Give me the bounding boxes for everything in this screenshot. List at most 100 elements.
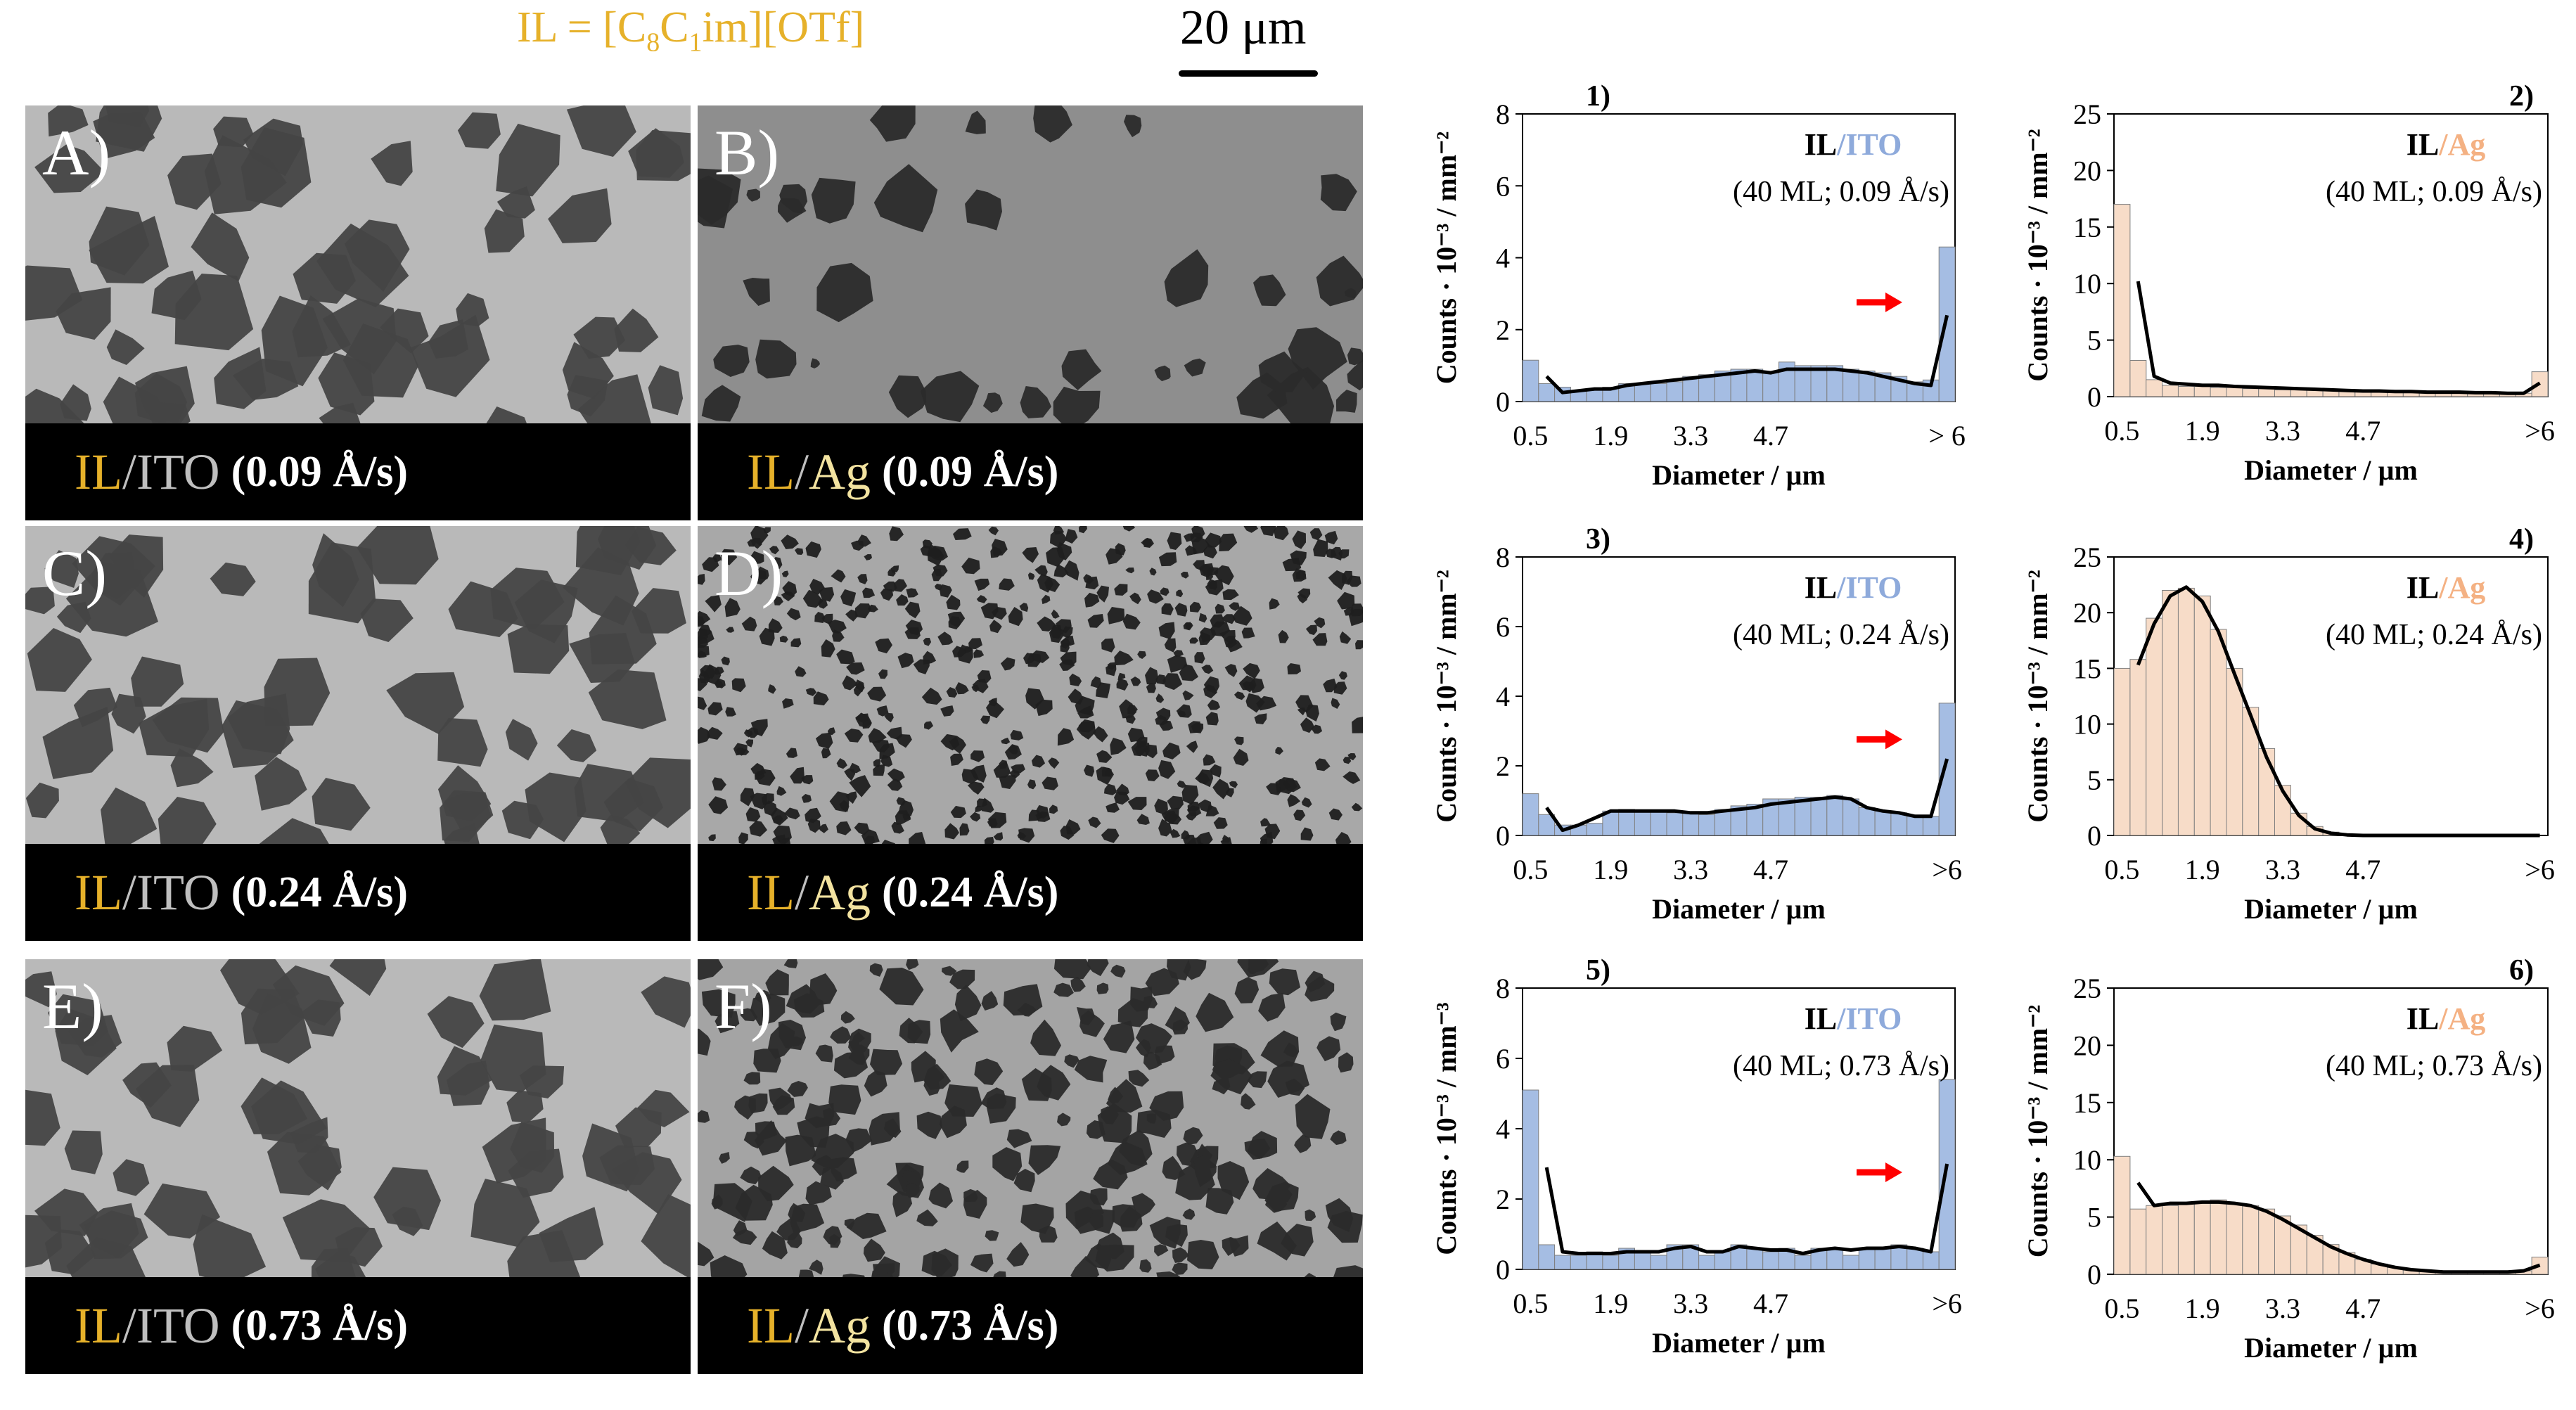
micrograph-panel-c: C) IL / ITO (0.24 Å/s) xyxy=(25,526,691,941)
dewetted-droplet xyxy=(762,1231,788,1260)
dewetted-droplet xyxy=(1305,1209,1316,1222)
dewetted-droplet xyxy=(832,629,845,642)
x-axis-label: Diameter / µm xyxy=(2244,893,2418,925)
dewetted-droplet xyxy=(1280,1224,1314,1257)
dewetted-droplet xyxy=(839,800,850,812)
histogram-bar xyxy=(1634,383,1651,402)
y-tick-label: 15 xyxy=(2073,653,2101,684)
dewetted-droplet xyxy=(1234,691,1245,700)
y-tick-label: 8 xyxy=(1496,973,1510,1004)
dewetted-droplet xyxy=(967,781,985,795)
dewetted-droplet xyxy=(805,541,821,558)
dewetted-droplet xyxy=(1139,1259,1152,1273)
dewetted-droplet xyxy=(993,762,1011,778)
legend-slash: / xyxy=(1836,570,1846,605)
dewetted-droplet xyxy=(1087,614,1104,628)
dewetted-droplet xyxy=(870,1049,903,1075)
dewetted-droplet xyxy=(802,589,824,608)
dewetted-droplet xyxy=(1201,665,1214,674)
dewetted-droplet xyxy=(1258,993,1286,1022)
dewetted-droplet xyxy=(158,797,217,859)
dewetted-droplet xyxy=(845,609,859,622)
dewetted-droplet xyxy=(844,729,864,743)
dewetted-droplet xyxy=(1110,964,1126,978)
dewetted-droplet xyxy=(1287,663,1301,674)
y-tick-label: 5 xyxy=(2087,1202,2101,1233)
histogram-6: 0 5 10 15 20 25 0.5 1.9 3.3 4.7 >6 Diameter / µm Cou… xyxy=(2022,954,2555,1364)
legend-title: IL/Ag xyxy=(2407,570,2486,605)
legend-il: IL xyxy=(2407,570,2439,605)
legend-il: IL xyxy=(2407,127,2439,162)
x-tick-label: 1.9 xyxy=(1593,854,1628,885)
dewetted-droplet xyxy=(948,616,961,630)
dewetted-droplet xyxy=(1198,613,1207,623)
dewetted-droplet xyxy=(1031,755,1046,768)
dewetted-droplet xyxy=(755,1120,787,1156)
dewetted-droplet xyxy=(698,628,715,646)
dewetted-droplet xyxy=(809,973,838,1006)
dewetted-droplet xyxy=(1323,678,1338,693)
dewetted-droplet xyxy=(440,790,492,842)
dewetted-droplet xyxy=(1046,547,1065,568)
legend-substrate: ITO xyxy=(1845,127,1902,162)
dewetted-droplet xyxy=(1154,365,1171,382)
dewetted-droplet xyxy=(1030,650,1050,663)
dewetted-droplet xyxy=(797,1116,830,1148)
dewetted-droplet xyxy=(312,778,371,831)
dewetted-droplet xyxy=(1145,769,1160,781)
dewetted-droplet xyxy=(167,153,222,210)
dewetted-droplet xyxy=(1256,696,1277,711)
dewetted-droplet xyxy=(801,794,812,803)
dewetted-droplet xyxy=(506,1090,544,1123)
dewetted-droplet xyxy=(698,610,711,626)
dewetted-droplet xyxy=(830,1026,852,1044)
dewetted-droplet xyxy=(1128,1070,1150,1087)
dewetted-droplet xyxy=(1305,624,1317,636)
caption-substrate: ITO xyxy=(136,864,220,921)
legend-substrate: Ag xyxy=(2447,570,2485,605)
dewetted-droplet xyxy=(955,682,969,695)
dewetted-droplet xyxy=(1129,592,1141,605)
dewetted-droplet xyxy=(1314,758,1331,771)
x-tick-label: 0.5 xyxy=(2104,854,2139,885)
histogram-bar xyxy=(2177,1203,2195,1275)
dewetted-droplet xyxy=(1247,1131,1278,1159)
dewetted-droplet xyxy=(743,729,753,738)
x-tick-label: 3.3 xyxy=(2265,854,2300,885)
legend-il: IL xyxy=(1805,570,1837,605)
dewetted-droplet xyxy=(1069,673,1082,686)
histogram-bar xyxy=(2210,1199,2227,1275)
dewetted-droplet xyxy=(781,534,799,549)
dewetted-droplet xyxy=(1260,818,1271,827)
histogram-bar xyxy=(1874,810,1892,836)
dewetted-droplet xyxy=(863,1238,885,1262)
dewetted-droplet xyxy=(786,748,797,758)
dewetted-droplet xyxy=(1219,533,1238,551)
dewetted-droplet xyxy=(1117,672,1126,681)
dewetted-droplet xyxy=(893,579,907,592)
dewetted-droplet xyxy=(758,1165,794,1202)
dewetted-droplet xyxy=(1330,1130,1347,1146)
dewetted-droplet xyxy=(738,832,748,845)
dewetted-droplet xyxy=(814,612,826,623)
histogram-bar xyxy=(1810,797,1828,836)
dewetted-droplet xyxy=(790,767,805,784)
legend-rate: (40 ML; 0.09 Å/s) xyxy=(1733,176,1949,208)
y-tick-label: 0 xyxy=(2087,381,2101,413)
dewetted-droplet xyxy=(721,656,730,666)
x-tick-label: 4.7 xyxy=(2345,415,2380,447)
dewetted-droplet xyxy=(1060,651,1077,666)
dewetted-droplet xyxy=(573,316,625,359)
dewetted-droplet xyxy=(980,603,999,620)
dewetted-droplet xyxy=(1316,1036,1341,1062)
dewetted-droplet xyxy=(836,821,852,835)
dewetted-droplet xyxy=(1061,349,1102,390)
panel-caption: IL / ITO (0.24 Å/s) xyxy=(25,844,691,941)
caption-slash: / xyxy=(794,1297,809,1354)
dewetted-droplet xyxy=(1143,995,1158,1008)
dewetted-droplet xyxy=(1057,728,1075,746)
dewetted-droplet xyxy=(1179,664,1198,681)
histogram-bar xyxy=(1634,1251,1651,1270)
dewetted-droplet xyxy=(940,705,954,717)
y-tick-label: 0 xyxy=(1496,386,1510,418)
